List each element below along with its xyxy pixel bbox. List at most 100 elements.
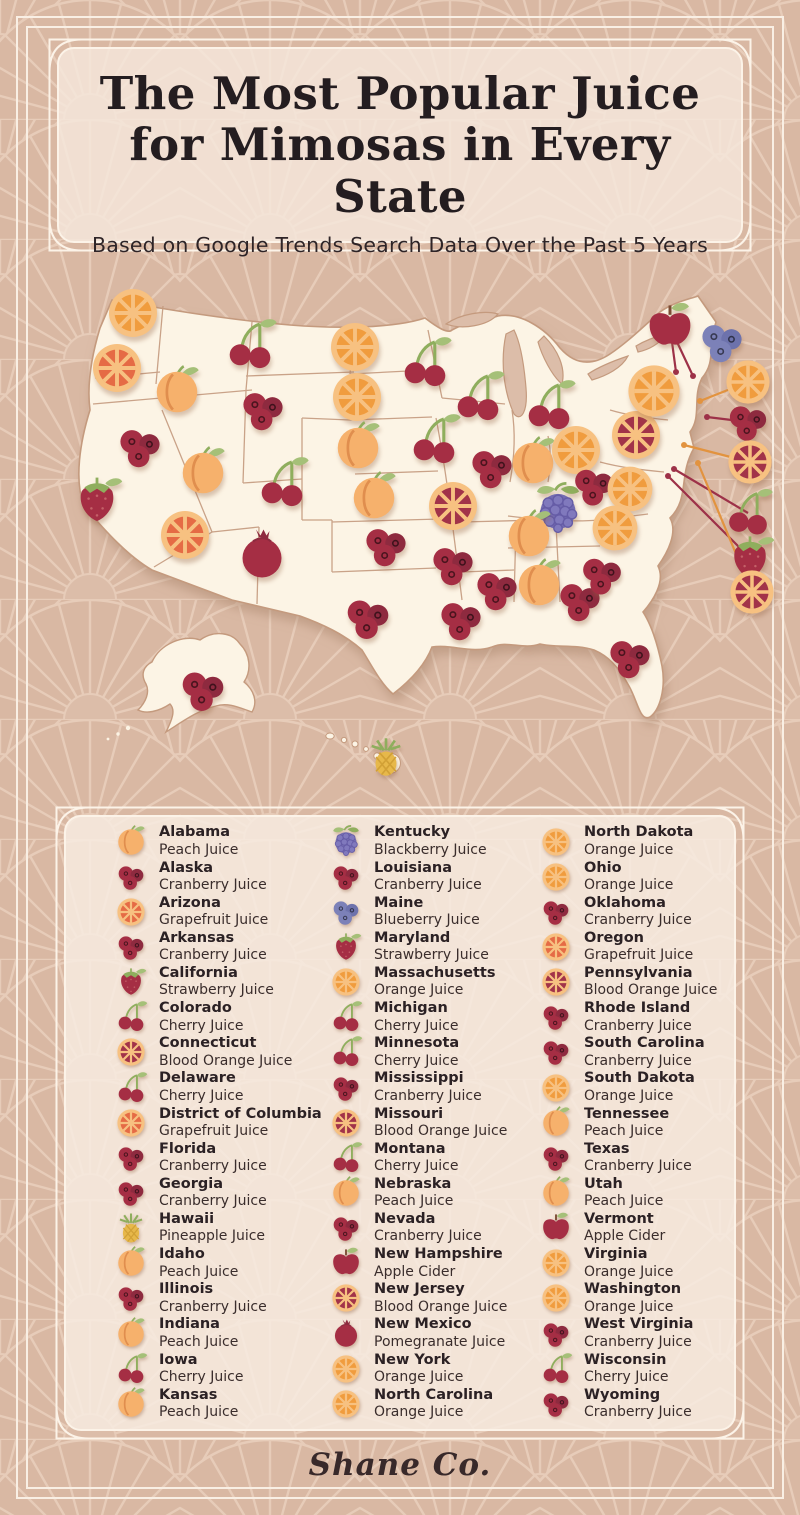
cherry-icon bbox=[329, 1141, 363, 1175]
juice-name: Orange Juice bbox=[374, 1368, 464, 1385]
grapefruit-icon bbox=[114, 1106, 148, 1140]
map-marker-MS-cranberry-icon bbox=[477, 573, 517, 611]
juice-name: Cherry Juice bbox=[374, 1017, 459, 1034]
state-name: Iowa bbox=[159, 1351, 198, 1368]
juice-name: Blood Orange Juice bbox=[374, 1122, 508, 1139]
map-marker-OK-cranberry-icon bbox=[366, 529, 406, 567]
legend-item: Georgia Cranberry Juice bbox=[114, 1175, 329, 1210]
legend-item: Arkansas Cranberry Juice bbox=[114, 929, 329, 964]
legend-item: Delaware Cherry Juice bbox=[114, 1070, 329, 1105]
legend-item: Rhode Island Cranberry Juice bbox=[539, 1000, 733, 1035]
map-marker-LA-cranberry-icon bbox=[441, 603, 481, 641]
state-name: Washington bbox=[584, 1281, 682, 1298]
map-marker-VA-orange-icon bbox=[607, 466, 653, 512]
juice-name: Strawberry Juice bbox=[374, 947, 489, 964]
legend-item: New Hampshire Apple Cider bbox=[329, 1246, 539, 1281]
map-marker-NY-orange-icon bbox=[628, 365, 680, 417]
legend-item: Nevada Cranberry Juice bbox=[329, 1211, 539, 1246]
legend-item: Connecticut Blood Orange Juice bbox=[114, 1035, 329, 1070]
legend-item: Illinois Cranberry Juice bbox=[114, 1281, 329, 1316]
juice-name: Cranberry Juice bbox=[584, 1404, 692, 1421]
map-marker-UT-peach-icon bbox=[182, 446, 225, 494]
juice-name: Pomegranate Juice bbox=[374, 1333, 506, 1350]
juice-name: Peach Juice bbox=[374, 1193, 454, 1210]
state-name: Indiana bbox=[159, 1316, 220, 1333]
state-name: Rhode Island bbox=[584, 1000, 691, 1017]
map-marker-ID-peach-icon bbox=[156, 365, 199, 413]
juice-name: Cherry Juice bbox=[159, 1087, 244, 1104]
legend-item: Utah Peach Juice bbox=[539, 1175, 733, 1210]
state-name: Alabama bbox=[159, 824, 231, 841]
juice-name: Cranberry Juice bbox=[159, 1193, 267, 1210]
cherry-icon bbox=[329, 1035, 363, 1069]
title-frame bbox=[48, 38, 752, 252]
juice-name: Peach Juice bbox=[159, 841, 239, 858]
state-name: Arkansas bbox=[159, 929, 235, 946]
state-name: Kentucky bbox=[374, 824, 451, 841]
juice-name: Blood Orange Juice bbox=[159, 1052, 293, 1069]
callout-VT-NH-apple-icon bbox=[649, 302, 691, 345]
state-name: District of Columbia bbox=[159, 1105, 322, 1122]
juice-name: Cranberry Juice bbox=[159, 877, 267, 893]
state-name: Wyoming bbox=[584, 1386, 661, 1403]
map-marker-NE-peach-icon bbox=[337, 421, 380, 469]
juice-name: Peach Juice bbox=[584, 1193, 664, 1210]
peach-icon bbox=[539, 1105, 573, 1140]
legend-column-1: Alabama Peach Juice Alaska Cranberry Juice A… bbox=[114, 824, 329, 1426]
blueberry-icon bbox=[329, 895, 363, 929]
juice-name: Orange Juice bbox=[374, 982, 464, 999]
cranberry-icon bbox=[329, 860, 363, 894]
map-marker-WY-cranberry-icon bbox=[243, 393, 283, 431]
orange-icon bbox=[539, 860, 573, 894]
legend-item: New York Orange Juice bbox=[329, 1351, 539, 1386]
legend-item: Hawaii Pineapple Juice bbox=[114, 1211, 329, 1246]
legend-item: Kansas Peach Juice bbox=[114, 1386, 329, 1421]
juice-name: Cranberry Juice bbox=[374, 877, 482, 893]
legend-item: Kentucky Blackberry Juice bbox=[329, 824, 539, 859]
state-name: Virginia bbox=[584, 1246, 648, 1263]
map-marker-WA-orange-icon bbox=[109, 289, 157, 337]
peach-icon bbox=[114, 1386, 148, 1421]
juice-name: Cherry Juice bbox=[584, 1368, 669, 1385]
state-name: Georgia bbox=[159, 1175, 223, 1192]
legend-item: North Dakota Orange Juice bbox=[539, 824, 733, 859]
cranberry-icon bbox=[539, 1035, 573, 1069]
map-markers bbox=[80, 289, 775, 776]
map-marker-NV-cranberry-icon bbox=[120, 430, 160, 468]
cranberry-icon bbox=[329, 1211, 363, 1245]
map-marker-OH-orange-icon bbox=[552, 426, 600, 474]
callout-DE-cherry-icon bbox=[729, 488, 773, 535]
aleutian-islands bbox=[106, 725, 131, 741]
legend-item: Pennsylvania Blood Orange Juice bbox=[539, 965, 733, 1000]
callout-CT-blood-orange-icon bbox=[728, 440, 772, 484]
strawberry-icon bbox=[329, 930, 363, 964]
cranberry-icon bbox=[114, 1176, 148, 1210]
state-name: Alaska bbox=[159, 859, 214, 876]
state-name: Kansas bbox=[159, 1386, 218, 1403]
state-name: Maryland bbox=[374, 929, 451, 946]
legend-item: California Strawberry Juice bbox=[114, 965, 329, 1000]
juice-name: Cranberry Juice bbox=[374, 1087, 482, 1104]
state-name: Utah bbox=[584, 1175, 623, 1192]
legend-item: Oregon Grapefruit Juice bbox=[539, 929, 733, 964]
state-name: New Jersey bbox=[374, 1281, 465, 1298]
map-marker-CO-cherry-icon bbox=[261, 457, 309, 507]
map-marker-MO-blood-orange-icon bbox=[429, 482, 477, 530]
map-marker-IN-peach-icon bbox=[512, 436, 555, 484]
juice-name: Grapefruit Juice bbox=[584, 947, 694, 964]
cranberry-icon bbox=[114, 1281, 148, 1315]
state-name: Delaware bbox=[159, 1070, 236, 1087]
cranberry-icon bbox=[114, 930, 148, 964]
peach-icon bbox=[114, 1316, 148, 1351]
peach-icon bbox=[114, 824, 148, 859]
legend-columns: Alabama Peach Juice Alaska Cranberry Juice A… bbox=[114, 824, 733, 1426]
orange-icon bbox=[539, 825, 573, 859]
state-name: West Virginia bbox=[584, 1316, 694, 1333]
state-name: Florida bbox=[159, 1140, 217, 1157]
blood-orange-icon bbox=[114, 1035, 148, 1069]
juice-name: Cranberry Juice bbox=[584, 912, 692, 929]
state-name: Vermont bbox=[584, 1211, 654, 1228]
legend-column-3: North Dakota Orange Juice Ohio Orange Juice… bbox=[539, 824, 733, 1426]
map-marker-AK-cranberry-icon bbox=[182, 672, 224, 711]
juice-name: Cranberry Juice bbox=[584, 1017, 692, 1034]
